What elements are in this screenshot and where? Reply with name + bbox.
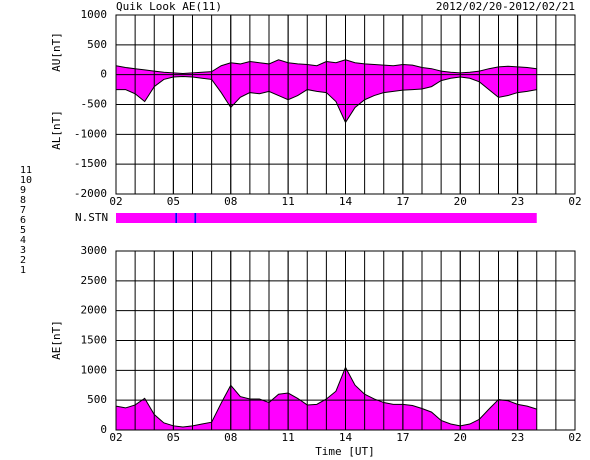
station-segment (194, 213, 197, 223)
plot-frame (115, 250, 576, 431)
y-label-al: AL[nT] (50, 110, 63, 150)
x-tick-label: 08 (224, 195, 237, 208)
x-tick-label: 14 (339, 195, 353, 208)
y-label-ae: AE[nT] (50, 320, 63, 360)
title: Quik Look AE(11) (116, 0, 222, 13)
x-tick-label: 02 (109, 431, 122, 444)
x-tick-label: 02 (568, 431, 581, 444)
station-legend-label: 11 (20, 165, 32, 176)
area-fill (116, 367, 537, 430)
date-range: 2012/02/20-2012/02/21 (436, 0, 575, 13)
y-label-au: AU[nT] (50, 32, 63, 72)
y-tick-label: 1000 (81, 8, 108, 21)
station-legend-label: 8 (20, 195, 26, 206)
y-tick-label: -500 (81, 98, 108, 111)
station-legend-label: 2 (20, 255, 26, 266)
x-tick-label: 17 (396, 431, 409, 444)
station-segment (116, 213, 176, 223)
x-tick-label: 23 (511, 431, 524, 444)
x-tick-label: 11 (282, 431, 295, 444)
y-tick-label: -2000 (74, 187, 107, 200)
y-tick-label: 3000 (81, 244, 108, 257)
plot-frame (115, 14, 576, 195)
y-tick-label: 0 (100, 423, 107, 436)
y-tick-label: 500 (87, 38, 107, 51)
series-line (116, 75, 537, 124)
y-tick-label: 0 (100, 68, 107, 81)
station-legend-label: 1 (20, 265, 26, 276)
x-tick-label: 02 (568, 195, 581, 208)
station-legend-label: 10 (20, 175, 32, 186)
station-legend-label: 4 (20, 235, 26, 246)
x-tick-label: 11 (282, 195, 295, 208)
y-tick-label: 2000 (81, 304, 108, 317)
x-tick-label: 05 (167, 195, 180, 208)
y-tick-label: -1500 (74, 157, 107, 170)
station-segment (175, 213, 178, 223)
station-legend-label: 7 (20, 205, 26, 216)
y-tick-label: 1500 (81, 334, 108, 347)
area-fill (116, 74, 537, 123)
x-tick-label: 08 (224, 431, 237, 444)
x-tick-label: 20 (454, 195, 467, 208)
station-legend-label: 9 (20, 185, 26, 196)
n-stn-label: N.STN (75, 211, 108, 224)
y-tick-label: 2500 (81, 274, 108, 287)
y-tick-label: 1000 (81, 363, 108, 376)
y-tick-label: -1000 (74, 127, 107, 140)
x-tick-label: 05 (167, 431, 180, 444)
station-legend-label: 3 (20, 245, 26, 256)
x-tick-label: 17 (396, 195, 409, 208)
x-label: Time [UT] (315, 445, 375, 458)
station-legend-label: 6 (20, 215, 26, 226)
x-tick-label: 23 (511, 195, 524, 208)
series-line (115, 366, 537, 428)
x-tick-label: 20 (454, 431, 467, 444)
x-tick-label: 02 (109, 195, 122, 208)
station-segment (196, 213, 537, 223)
station-segment (177, 213, 195, 223)
y-tick-label: 500 (87, 393, 107, 406)
x-tick-label: 14 (339, 431, 353, 444)
station-legend-label: 5 (20, 225, 26, 236)
series-line (115, 59, 537, 74)
